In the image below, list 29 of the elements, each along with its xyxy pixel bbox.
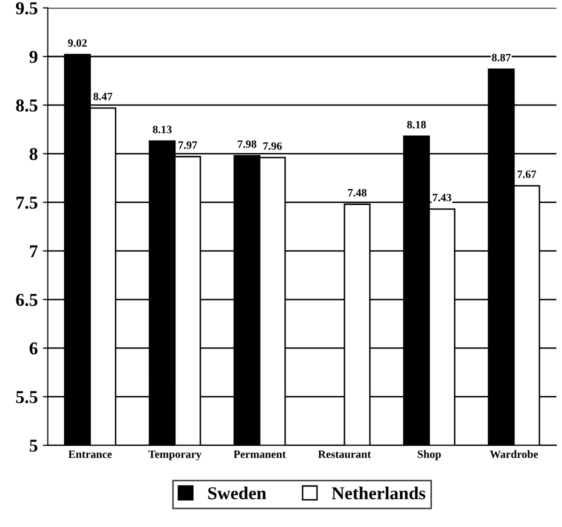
data-label: 8.47 [94, 92, 112, 100]
x-tick-label: Temporary [148, 450, 202, 460]
data-label: 7.98 [238, 140, 256, 148]
data-label: 8.18 [407, 120, 426, 128]
data-label: 7.96 [263, 142, 282, 150]
y-tick-label: 5.5 [16, 391, 38, 404]
y-tick-label: 7.5 [16, 196, 38, 209]
data-label: 8.87 [492, 54, 511, 62]
data-label: 7.97 [178, 141, 198, 149]
y-tick-label: 8.5 [16, 99, 38, 112]
data-label: 7.48 [348, 188, 367, 196]
data-label: 7.67 [518, 170, 536, 178]
legend-label: Sweden [208, 486, 266, 500]
data-label: 9.02 [68, 39, 87, 47]
data-label: 8.13 [152, 126, 172, 134]
y-tick-label: 8 [30, 148, 38, 160]
data-label: 7.43 [432, 194, 452, 202]
y-tick-label: 6.5 [16, 294, 38, 306]
y-tick-label: 6 [30, 342, 38, 355]
y-tick-label: 9 [30, 50, 38, 63]
x-tick-label: Permanent [234, 450, 286, 458]
y-tick-label: 5 [30, 440, 38, 452]
y-tick-label: 7 [30, 245, 38, 258]
x-tick-label: Shop [418, 450, 441, 460]
x-tick-label: Restaurant [318, 450, 371, 458]
y-tick-label: 9.5 [16, 2, 38, 14]
x-tick-label: Wardrobe [490, 450, 538, 458]
legend-label: Netherlands [332, 486, 426, 500]
x-tick-label: Entrance [68, 450, 112, 458]
